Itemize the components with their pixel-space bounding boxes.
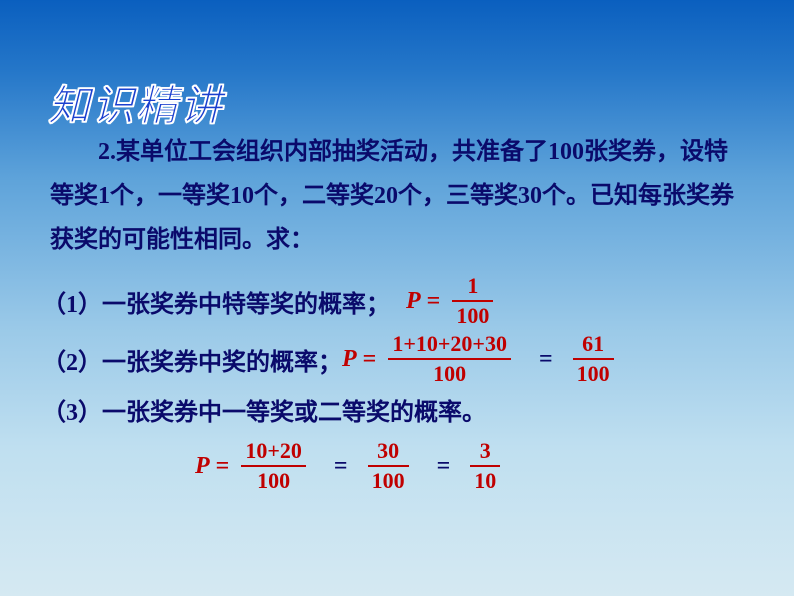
fraction-3-10: 3 10	[470, 440, 500, 492]
equals-sign: =	[427, 288, 441, 315]
fraction-bar	[470, 465, 500, 467]
p-variable: P	[342, 346, 357, 373]
fraction-bar	[388, 358, 511, 360]
denominator: 100	[253, 468, 294, 492]
fraction-1020-100: 10+20 100	[241, 440, 306, 492]
numerator: 10+20	[241, 440, 306, 464]
equals-sign: =	[539, 346, 553, 373]
denominator: 100	[429, 361, 470, 385]
question-1-line: （1）一张奖券中特等奖的概率； P = 1 100	[42, 275, 754, 327]
denominator: 100	[368, 468, 409, 492]
denominator: 100	[573, 361, 614, 385]
q1-label: （1）一张奖券中特等奖的概率；	[42, 284, 390, 319]
fraction-bar	[241, 465, 306, 467]
fraction-1-100: 1 100	[452, 275, 493, 327]
numerator: 30	[373, 440, 403, 464]
problem-statement: 2.某单位工会组织内部抽奖活动，共准备了100张奖券，设特等奖1个，一等奖10个…	[50, 130, 744, 262]
fraction-bar	[452, 300, 493, 302]
equals-sign: =	[363, 346, 377, 373]
numerator: 3	[476, 440, 495, 464]
fraction-bar	[573, 358, 614, 360]
fraction-sum-100: 1+10+20+30 100	[388, 333, 511, 385]
numerator: 1	[463, 275, 482, 299]
equals-sign: =	[216, 453, 230, 480]
question-2-line: （2）一张奖券中奖的概率； P = 1+10+20+30 100 = 61 10…	[42, 333, 754, 385]
p-variable: P	[195, 453, 210, 480]
equals-sign: =	[334, 453, 348, 480]
denominator: 100	[452, 303, 493, 327]
problem-text: 2.某单位工会组织内部抽奖活动，共准备了100张奖券，设特等奖1个，一等奖10个…	[50, 139, 734, 253]
q3-answer-equation: P = 10+20 100 = 30 100 = 3 10	[195, 440, 506, 492]
q2-label: （2）一张奖券中奖的概率；	[42, 342, 342, 377]
fraction-bar	[368, 465, 409, 467]
denominator: 10	[470, 468, 500, 492]
fraction-61-100: 61 100	[573, 333, 614, 385]
section-title: 知识精讲	[48, 72, 224, 133]
numerator: 1+10+20+30	[388, 333, 511, 357]
question-3-line: （3）一张奖券中一等奖或二等奖的概率。	[42, 392, 754, 427]
numerator: 61	[578, 333, 608, 357]
p-variable: P	[406, 288, 421, 315]
slide: 知识精讲 2.某单位工会组织内部抽奖活动，共准备了100张奖券，设特等奖1个，一…	[0, 0, 794, 596]
equals-sign: =	[437, 453, 451, 480]
q3-label: （3）一张奖券中一等奖或二等奖的概率。	[42, 392, 486, 427]
fraction-30-100: 30 100	[368, 440, 409, 492]
